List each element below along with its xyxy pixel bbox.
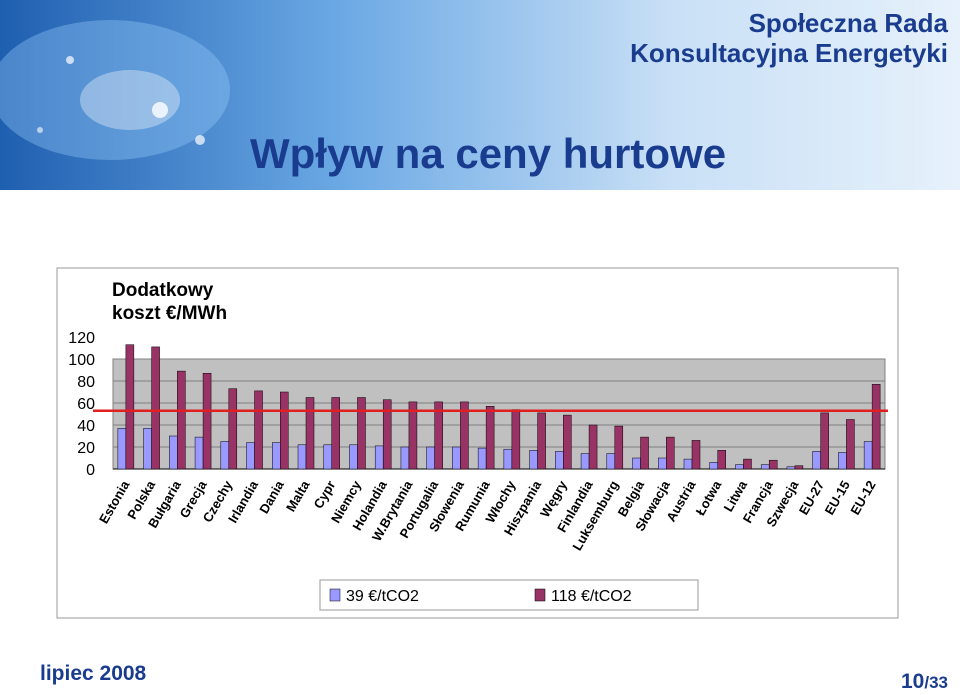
y-tick-label: 20 bbox=[77, 440, 95, 457]
bar bbox=[169, 435, 178, 470]
y-tick-label: 40 bbox=[77, 418, 95, 435]
x-tick-label: Malta bbox=[283, 477, 313, 514]
bar bbox=[117, 428, 127, 470]
bar bbox=[125, 344, 135, 470]
org-line: Społeczna Rada bbox=[748, 8, 948, 38]
bar bbox=[735, 464, 744, 470]
y-axis-label: Dodatkowy koszt €/MWh bbox=[112, 280, 228, 324]
x-tick-label: Estonia bbox=[96, 477, 133, 526]
bar bbox=[485, 406, 495, 470]
x-tick-label: EU-12 bbox=[847, 478, 878, 517]
y-tick-label: 120 bbox=[68, 330, 95, 347]
bar bbox=[614, 425, 624, 470]
bar bbox=[460, 401, 469, 470]
bar bbox=[640, 436, 649, 470]
bar bbox=[691, 440, 701, 470]
legend-label: 118 €/tCO2 bbox=[551, 588, 632, 605]
bar bbox=[246, 442, 255, 470]
bar bbox=[220, 441, 230, 470]
legend-swatch bbox=[534, 588, 546, 602]
legend-label: 39 €/tCO2 bbox=[346, 588, 419, 605]
bar bbox=[555, 451, 564, 470]
bar bbox=[838, 452, 847, 470]
page-number: 10/33 bbox=[901, 670, 948, 694]
bar bbox=[632, 457, 641, 470]
bar bbox=[408, 401, 418, 470]
bar bbox=[228, 388, 238, 470]
x-tick-label: Łotwa bbox=[693, 477, 725, 518]
bar bbox=[202, 373, 212, 470]
bar bbox=[820, 412, 829, 470]
bar bbox=[743, 458, 752, 470]
slide-title: Wpływ na ceny hurtowe bbox=[250, 130, 727, 177]
bar bbox=[323, 444, 332, 470]
page-total: /33 bbox=[924, 673, 948, 692]
bar bbox=[709, 462, 718, 470]
org-line: Konsultacyjna Energetyki bbox=[630, 38, 948, 68]
bar bbox=[151, 346, 160, 470]
organization: Społeczna Rada Konsultacyjna Energetyki bbox=[630, 8, 948, 68]
bar bbox=[760, 464, 770, 470]
bar bbox=[537, 412, 546, 470]
bar bbox=[280, 391, 289, 470]
plot-area bbox=[112, 358, 886, 470]
bar bbox=[666, 436, 675, 470]
bar bbox=[400, 446, 410, 470]
bar bbox=[658, 457, 667, 470]
bar bbox=[177, 370, 186, 470]
bar bbox=[683, 458, 693, 470]
bar bbox=[357, 397, 366, 470]
y-tick-label: 100 bbox=[68, 352, 95, 369]
date: lipiec 2008 bbox=[40, 662, 147, 685]
bar bbox=[786, 466, 796, 470]
bar bbox=[349, 444, 358, 470]
bar bbox=[812, 451, 821, 470]
bar bbox=[503, 448, 513, 470]
y-tick-label: 80 bbox=[77, 374, 95, 391]
header-graphic bbox=[0, 20, 230, 160]
bar bbox=[143, 428, 152, 470]
bar bbox=[529, 450, 538, 470]
bar bbox=[305, 397, 315, 470]
bar bbox=[194, 436, 204, 470]
bar bbox=[452, 446, 461, 470]
bar bbox=[768, 459, 778, 470]
bar bbox=[511, 409, 521, 470]
bar bbox=[863, 441, 873, 470]
bar bbox=[254, 390, 263, 470]
bar bbox=[871, 384, 881, 470]
bar bbox=[374, 445, 384, 470]
header: Społeczna Rada Konsultacyjna Energetyki … bbox=[0, 0, 960, 190]
bar bbox=[477, 447, 487, 470]
bar bbox=[297, 444, 307, 470]
bar bbox=[382, 399, 392, 470]
bar bbox=[331, 397, 340, 470]
legend-box bbox=[319, 579, 699, 611]
bar bbox=[606, 453, 616, 470]
bar bbox=[563, 414, 572, 470]
bar bbox=[588, 424, 598, 470]
bar bbox=[580, 453, 590, 470]
bar bbox=[426, 446, 435, 470]
bar bbox=[794, 465, 804, 470]
legend-swatch bbox=[329, 588, 341, 602]
page: 10 bbox=[901, 670, 925, 693]
x-tick-label: Dania bbox=[256, 477, 287, 516]
bar bbox=[434, 401, 443, 470]
bar bbox=[846, 419, 855, 470]
bar bbox=[717, 450, 726, 470]
chart-frame bbox=[56, 267, 899, 619]
y-tick-label: 0 bbox=[86, 462, 95, 479]
y-tick-label: 60 bbox=[77, 396, 95, 413]
bar bbox=[272, 442, 281, 470]
